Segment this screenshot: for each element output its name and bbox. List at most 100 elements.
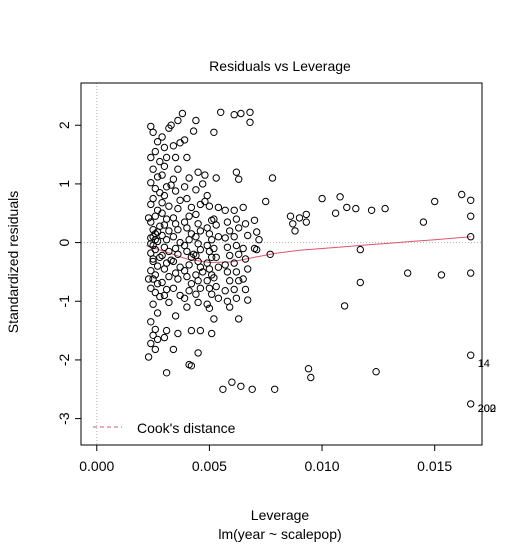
data-point — [197, 246, 203, 252]
data-point — [195, 169, 201, 175]
data-point — [177, 264, 183, 270]
data-point — [170, 234, 176, 240]
data-point — [373, 369, 379, 375]
data-point — [150, 129, 156, 135]
data-point — [215, 234, 221, 240]
data-point — [227, 228, 233, 234]
data-point — [218, 109, 224, 115]
data-point — [242, 221, 248, 227]
data-point — [242, 286, 248, 292]
data-point — [148, 340, 154, 346]
data-point — [238, 383, 244, 389]
data-point — [175, 227, 181, 233]
legend-cooks-distance-label: Cook's distance — [137, 420, 236, 436]
data-point — [161, 266, 167, 272]
scatter-points — [145, 109, 474, 407]
data-point — [161, 144, 167, 150]
data-point — [213, 283, 219, 289]
data-point — [175, 166, 181, 172]
data-point — [238, 110, 244, 116]
data-point — [166, 228, 172, 234]
data-point — [420, 219, 426, 225]
data-point — [251, 217, 257, 223]
data-point — [154, 281, 160, 287]
data-point — [172, 188, 178, 194]
data-point — [170, 285, 176, 291]
data-point — [161, 222, 167, 228]
data-point — [459, 191, 465, 197]
data-point — [215, 204, 221, 210]
data-point — [227, 252, 233, 258]
data-point — [240, 204, 246, 210]
data-point — [247, 109, 253, 115]
chart-title: Residuals vs Leverage — [209, 58, 351, 74]
data-point — [166, 248, 172, 254]
data-point — [438, 272, 444, 278]
data-point — [353, 205, 359, 211]
data-point — [200, 181, 206, 187]
data-point — [166, 203, 172, 209]
data-point — [188, 363, 194, 369]
data-point — [209, 330, 215, 336]
data-point — [170, 258, 176, 264]
data-point — [161, 334, 167, 340]
data-point — [159, 134, 165, 140]
y-tick-label: 0 — [56, 238, 72, 246]
data-point — [166, 273, 172, 279]
data-point — [188, 204, 194, 210]
legend: Cook's distance — [93, 420, 236, 436]
data-point — [468, 401, 474, 407]
y-tick-label: 2 — [56, 121, 72, 129]
data-point — [152, 148, 158, 154]
data-point — [303, 211, 309, 217]
data-point — [341, 303, 347, 309]
data-point — [195, 221, 201, 227]
data-point — [211, 129, 217, 135]
data-point — [224, 269, 230, 275]
data-point — [159, 200, 165, 206]
data-point — [175, 205, 181, 211]
x-tick-label: 0.010 — [305, 458, 340, 474]
data-point — [344, 204, 350, 210]
data-point — [236, 316, 242, 322]
data-point — [177, 197, 183, 203]
y-tick-label: -2 — [56, 353, 72, 366]
data-point — [186, 262, 192, 268]
y-axis-ticks: -3-2-1012 — [56, 121, 81, 425]
data-point — [193, 291, 199, 297]
data-point — [357, 246, 363, 252]
data-point — [287, 213, 293, 219]
data-point — [247, 119, 253, 125]
data-point — [269, 175, 275, 181]
data-point — [159, 279, 165, 285]
data-point — [209, 237, 215, 243]
data-point — [405, 270, 411, 276]
data-point — [184, 154, 190, 160]
data-point — [184, 195, 190, 201]
data-point — [175, 117, 181, 123]
data-point — [152, 346, 158, 352]
data-point — [337, 194, 343, 200]
data-point — [227, 304, 233, 310]
data-point — [215, 264, 221, 270]
data-point — [249, 386, 255, 392]
data-point — [163, 370, 169, 376]
data-point — [161, 163, 167, 169]
x-axis-label: Leverage — [251, 507, 310, 523]
data-point — [245, 266, 251, 272]
plot-frame — [81, 83, 482, 445]
data-point — [229, 379, 235, 385]
data-point — [145, 354, 151, 360]
data-point — [184, 273, 190, 279]
data-point — [206, 203, 212, 209]
data-point — [154, 336, 160, 342]
data-point — [233, 295, 239, 301]
data-point — [186, 237, 192, 243]
y-axis-label: Standardized residuals — [5, 191, 21, 333]
data-point — [184, 304, 190, 310]
data-point — [170, 346, 176, 352]
data-point — [195, 299, 201, 305]
data-point — [272, 386, 278, 392]
data-point — [236, 176, 242, 182]
data-point — [382, 205, 388, 211]
